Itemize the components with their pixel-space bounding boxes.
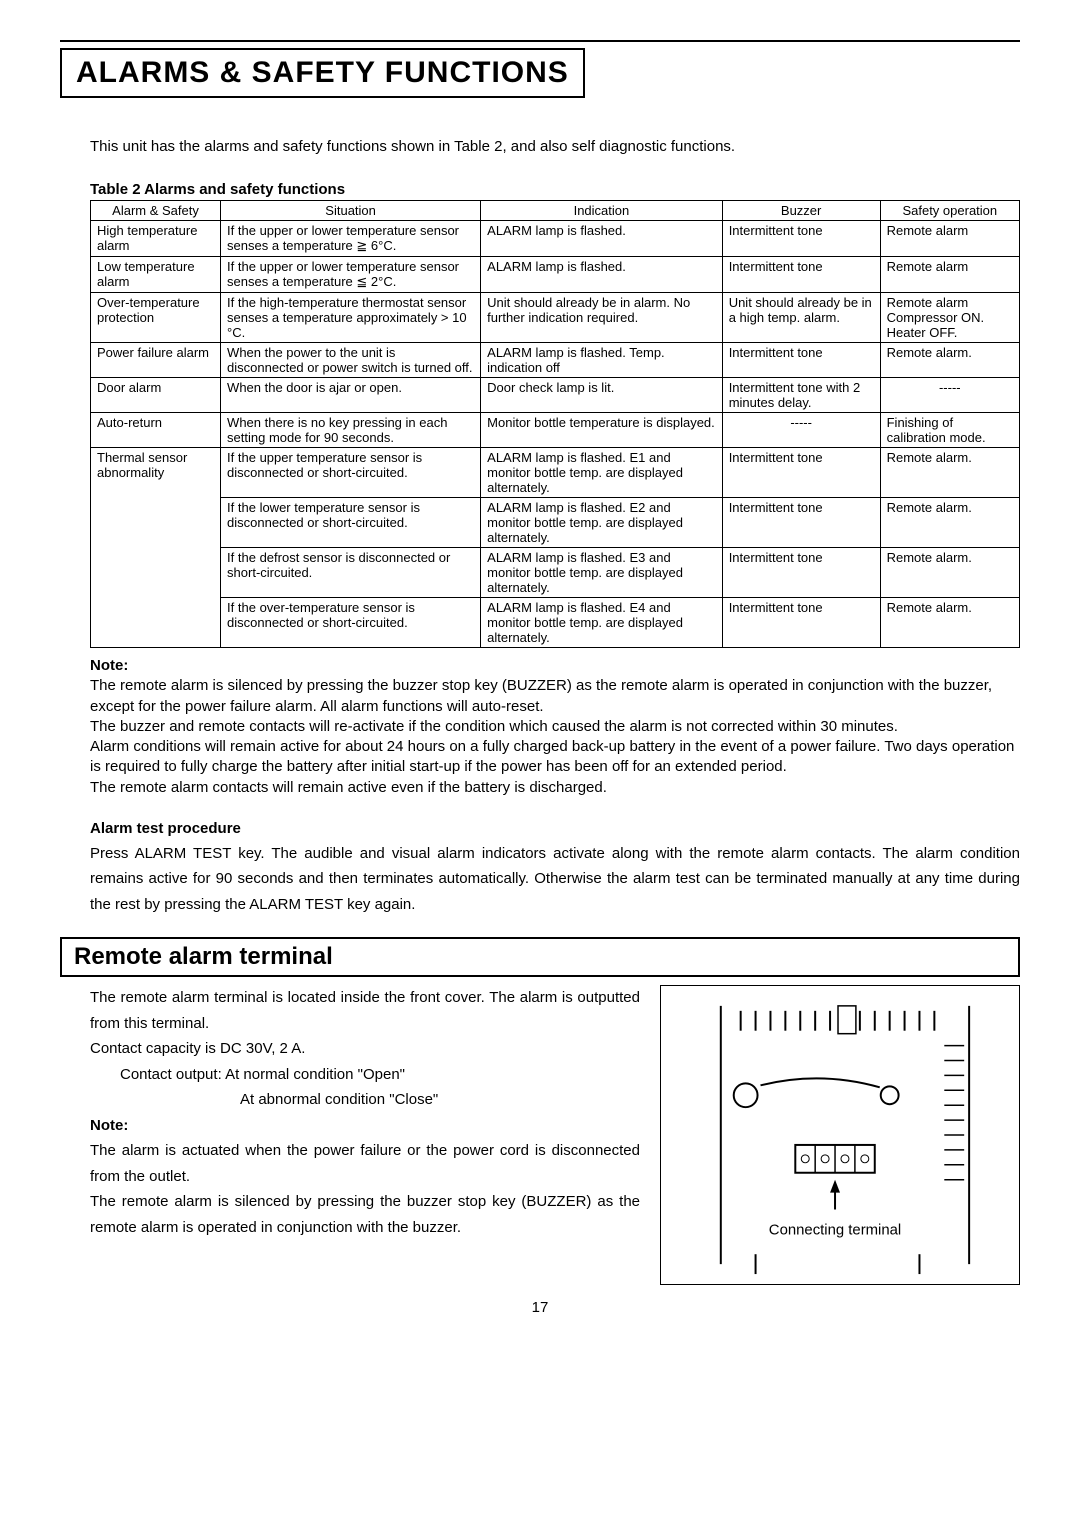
cell: Thermal sensor abnormality — [91, 448, 221, 648]
cell: Power failure alarm — [91, 343, 221, 378]
cell: Intermittent tone — [722, 221, 880, 257]
cell: ALARM lamp is flashed. E4 and monitor bo… — [481, 598, 723, 648]
remote-left-col: The remote alarm terminal is located ins… — [90, 985, 640, 1285]
cell: If the defrost sensor is disconnected or… — [221, 548, 481, 598]
cell: ALARM lamp is flashed. Temp. indication … — [481, 343, 723, 378]
remote-p4: At abnormal condition "Close" — [240, 1087, 640, 1113]
cell: Intermittent tone — [722, 548, 880, 598]
terminal-diagram-svg: Connecting terminal — [661, 986, 1019, 1284]
page-title: ALARMS & SAFETY FUNCTIONS — [76, 56, 569, 90]
cell: Low temperature alarm — [91, 257, 221, 293]
cell: Door check lamp is lit. — [481, 378, 723, 413]
cell: If the lower temperature sensor is disco… — [221, 498, 481, 548]
cell: When there is no key pressing in each se… — [221, 413, 481, 448]
cell: Remote alarm. — [880, 343, 1019, 378]
cell: ALARM lamp is flashed. E3 and monitor bo… — [481, 548, 723, 598]
table-row: High temperature alarm If the upper or l… — [91, 221, 1020, 257]
note-p4: The remote alarm contacts will remain ac… — [90, 778, 1020, 798]
table-row: Low temperature alarm If the upper or lo… — [91, 257, 1020, 293]
cell: When the power to the unit is disconnect… — [221, 343, 481, 378]
alarm-test-heading: Alarm test procedure — [90, 820, 1020, 837]
note-p1: The remote alarm is silenced by pressing… — [90, 676, 1020, 717]
cell: Remote alarm. — [880, 448, 1019, 498]
cell: Remote alarm — [880, 221, 1019, 257]
cell: Intermittent tone with 2 minutes delay. — [722, 378, 880, 413]
cell: High temperature alarm — [91, 221, 221, 257]
cell: Remote alarm. — [880, 548, 1019, 598]
page-number: 17 — [60, 1299, 1020, 1316]
th-alarm: Alarm & Safety — [91, 201, 221, 221]
table-row: If the defrost sensor is disconnected or… — [91, 548, 1020, 598]
note-block-1: Note: The remote alarm is silenced by pr… — [90, 656, 1020, 798]
remote-p6: The remote alarm is silenced by pressing… — [90, 1189, 640, 1240]
table-caption: Table 2 Alarms and safety functions — [90, 181, 1020, 198]
cell: If the over-temperature sensor is discon… — [221, 598, 481, 648]
note-label: Note: — [90, 656, 1020, 676]
cell: Intermittent tone — [722, 448, 880, 498]
cell: Over-temperature protection — [91, 293, 221, 343]
cell: Intermittent tone — [722, 257, 880, 293]
table-row: Power failure alarm When the power to th… — [91, 343, 1020, 378]
note-p3: Alarm conditions will remain active for … — [90, 737, 1020, 778]
cell: Monitor bottle temperature is displayed. — [481, 413, 723, 448]
cell: ALARM lamp is flashed. E1 and monitor bo… — [481, 448, 723, 498]
cell: ALARM lamp is flashed. E2 and monitor bo… — [481, 498, 723, 548]
remote-p1: The remote alarm terminal is located ins… — [90, 985, 640, 1036]
cell: If the high-temperature thermostat senso… — [221, 293, 481, 343]
cell: ALARM lamp is flashed. — [481, 257, 723, 293]
table-row: If the lower temperature sensor is disco… — [91, 498, 1020, 548]
cell: Intermittent tone — [722, 598, 880, 648]
table-row: Over-temperature protection If the high-… — [91, 293, 1020, 343]
cell: Intermittent tone — [722, 343, 880, 378]
remote-note-label: Note: — [90, 1113, 640, 1139]
cell: ----- — [722, 413, 880, 448]
alarm-test-body: Press ALARM TEST key. The audible and vi… — [90, 841, 1020, 918]
alarms-table: Alarm & Safety Situation Indication Buzz… — [90, 200, 1020, 648]
remote-p2: Contact capacity is DC 30V, 2 A. — [90, 1036, 640, 1062]
cell: Remote alarm. — [880, 598, 1019, 648]
cell: Remote alarm Compressor ON. Heater OFF. — [880, 293, 1019, 343]
th-situation: Situation — [221, 201, 481, 221]
cell: Intermittent tone — [722, 498, 880, 548]
cell: ----- — [880, 378, 1019, 413]
remote-p5: The alarm is actuated when the power fai… — [90, 1138, 640, 1189]
table-row: Door alarm When the door is ajar or open… — [91, 378, 1020, 413]
cell: If the upper or lower temperature sensor… — [221, 257, 481, 293]
diagram-label: Connecting terminal — [769, 1223, 901, 1239]
intro-text: This unit has the alarms and safety func… — [90, 138, 1020, 155]
cell: Unit should already be in alarm. No furt… — [481, 293, 723, 343]
cell: If the upper temperature sensor is disco… — [221, 448, 481, 498]
remote-p3: Contact output: At normal condition "Ope… — [120, 1062, 640, 1088]
title-box: ALARMS & SAFETY FUNCTIONS — [60, 48, 585, 98]
remote-heading-box: Remote alarm terminal — [60, 937, 1020, 977]
remote-right-col: Connecting terminal — [660, 985, 1020, 1285]
th-safety: Safety operation — [880, 201, 1019, 221]
remote-heading: Remote alarm terminal — [74, 943, 1006, 971]
table-row: Auto-return When there is no key pressin… — [91, 413, 1020, 448]
cell: Unit should already be in a high temp. a… — [722, 293, 880, 343]
cell: When the door is ajar or open. — [221, 378, 481, 413]
top-rule — [60, 40, 1020, 42]
cell: If the upper or lower temperature sensor… — [221, 221, 481, 257]
cell: Remote alarm — [880, 257, 1019, 293]
table-row: Thermal sensor abnormality If the upper … — [91, 448, 1020, 498]
cell: Auto-return — [91, 413, 221, 448]
cell: Finishing of calibration mode. — [880, 413, 1019, 448]
th-buzzer: Buzzer — [722, 201, 880, 221]
remote-two-col: The remote alarm terminal is located ins… — [90, 985, 1020, 1285]
note-p2: The buzzer and remote contacts will re-a… — [90, 717, 1020, 737]
cell: Door alarm — [91, 378, 221, 413]
terminal-diagram: Connecting terminal — [660, 985, 1020, 1285]
th-indication: Indication — [481, 201, 723, 221]
cell: Remote alarm. — [880, 498, 1019, 548]
table-row: If the over-temperature sensor is discon… — [91, 598, 1020, 648]
cell: ALARM lamp is flashed. — [481, 221, 723, 257]
table-header-row: Alarm & Safety Situation Indication Buzz… — [91, 201, 1020, 221]
